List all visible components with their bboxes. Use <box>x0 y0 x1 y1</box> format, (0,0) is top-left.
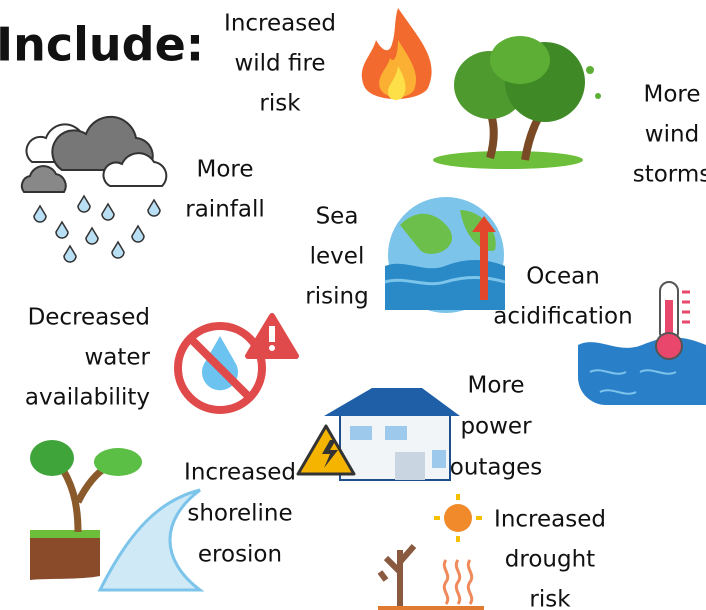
item-label: Increased <box>494 507 606 533</box>
wind-storm-icon-part <box>433 151 583 169</box>
shoreline-erosion-icon-part <box>30 530 100 538</box>
wind-storm-icon-part <box>586 66 594 74</box>
drought-icon-part <box>380 546 414 608</box>
infographic: Include: <box>0 0 706 610</box>
power-outage-icon-part <box>350 426 372 440</box>
item-label: power <box>460 414 532 440</box>
shoreline-erosion-icon-part <box>30 536 100 580</box>
shoreline-erosion-icon-part <box>94 448 142 476</box>
item-label: rainfall <box>185 197 265 223</box>
power-outage-icon <box>298 388 460 480</box>
ocean-acidification-icon <box>578 282 706 405</box>
power-outage-icon-part <box>324 388 460 416</box>
drought-icon <box>378 494 484 610</box>
page: Include html, body { margin: 0; padding:… <box>0 0 706 610</box>
power-outage-icon-part <box>385 426 407 440</box>
item-label: risk <box>259 91 301 117</box>
item-label: level <box>310 244 365 270</box>
item-label: drought <box>505 547 595 573</box>
item-label: Increased <box>224 11 336 37</box>
item-label: shoreline <box>187 501 292 527</box>
item-label: wind <box>645 122 699 148</box>
rain-icon-part-part <box>112 242 124 258</box>
rain-icon-part-part <box>132 226 144 242</box>
sea-level-icon <box>385 197 505 313</box>
item-label: acidification <box>493 304 632 330</box>
fire-icon <box>362 8 432 100</box>
rain-icon-part-part <box>64 246 76 262</box>
item-label: erosion <box>198 542 282 568</box>
ocean-acidification-icon-part <box>682 292 690 322</box>
wind-storm-icon-part <box>595 93 601 99</box>
item-label: storms <box>633 162 706 188</box>
sea-level-icon-part <box>480 228 488 300</box>
rain-icon-part-part <box>78 196 90 212</box>
item-label: Increased <box>184 460 296 486</box>
rain-icon-part-part <box>56 222 68 238</box>
item-label: More <box>467 373 524 399</box>
item-label: water <box>84 345 150 371</box>
body: {"header": {"title": "Include:"}, "items… <box>0 0 706 610</box>
title: Include: <box>0 18 204 72</box>
item-label: Decreased <box>28 305 150 331</box>
rain-icon-part-part <box>34 206 46 222</box>
drought-icon-part <box>444 560 471 604</box>
item-label: wild fire <box>234 51 325 77</box>
item-label: More <box>196 157 253 183</box>
no-water-icon-part <box>269 326 275 342</box>
drought-icon-part <box>444 504 472 532</box>
rain-icon <box>22 117 166 262</box>
rain-icon-part-part <box>86 228 98 244</box>
no-water-icon <box>178 316 296 410</box>
rain-icon-part-part <box>148 200 160 216</box>
wind-storm-icon-part <box>490 36 550 84</box>
ocean-acidification-icon-part <box>656 333 682 359</box>
item-label: availability <box>25 385 150 411</box>
item-label: outages <box>450 455 543 481</box>
item-label: More <box>643 82 700 108</box>
drought-icon-part <box>378 606 484 610</box>
item-label: risk <box>529 587 571 610</box>
item-label: Ocean <box>526 264 600 290</box>
rain-icon-part <box>34 196 160 262</box>
shoreline-erosion-icon-part <box>30 440 74 476</box>
wind-storm-icon <box>433 36 601 169</box>
shoreline-erosion-icon-part <box>100 490 200 590</box>
power-outage-icon-part <box>395 452 425 480</box>
power-outage-icon-part <box>432 450 446 468</box>
item-label: rising <box>305 284 368 310</box>
shoreline-erosion-icon <box>30 440 200 590</box>
item-label: Sea <box>316 204 359 230</box>
rain-icon-part <box>22 166 66 192</box>
rain-icon-part-part <box>102 204 114 220</box>
no-water-icon-part <box>269 345 275 351</box>
shoreline-erosion-icon-part <box>58 462 108 532</box>
